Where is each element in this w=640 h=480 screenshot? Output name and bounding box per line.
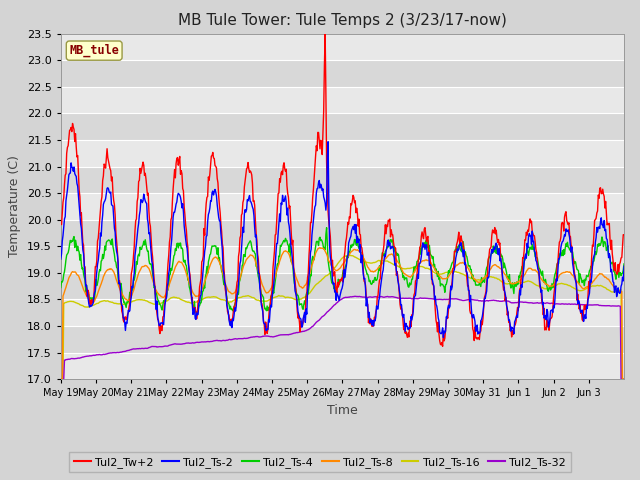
Title: MB Tule Tower: Tule Temps 2 (3/23/17-now): MB Tule Tower: Tule Temps 2 (3/23/17-now… [178,13,507,28]
Bar [61,193,624,220]
X-axis label: Time: Time [327,404,358,417]
Bar [61,167,624,193]
Bar [61,273,624,300]
Bar [61,60,624,87]
Bar [61,34,624,60]
Bar [61,353,624,379]
Bar [61,300,624,326]
Bar [61,326,624,353]
Bar [61,140,624,167]
Bar [61,246,624,273]
Bar [61,113,624,140]
Y-axis label: Temperature (C): Temperature (C) [8,156,21,257]
Text: MB_tule: MB_tule [69,44,119,57]
Bar [61,220,624,246]
Bar [61,87,624,113]
Legend: Tul2_Tw+2, Tul2_Ts-2, Tul2_Ts-4, Tul2_Ts-8, Tul2_Ts-16, Tul2_Ts-32: Tul2_Tw+2, Tul2_Ts-2, Tul2_Ts-4, Tul2_Ts… [69,452,571,472]
